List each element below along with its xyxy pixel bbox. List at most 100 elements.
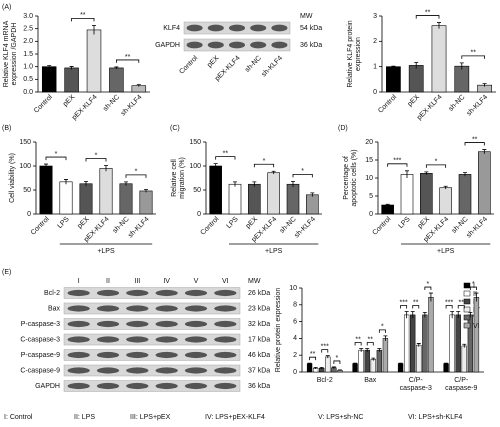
- blot-strip: [63, 380, 241, 392]
- blot-band: [126, 305, 149, 312]
- sig-bracket: [125, 174, 147, 178]
- bar: [64, 67, 79, 93]
- y-tick-label: 0.0: [23, 89, 33, 96]
- blot-band: [126, 320, 149, 328]
- y-tick-label: 150: [189, 139, 201, 146]
- y-tick-label: 100: [19, 163, 31, 170]
- bar: [39, 165, 53, 215]
- lane-label: VI: [222, 278, 229, 285]
- blot-band: [155, 351, 178, 359]
- sig-label: **: [472, 136, 478, 143]
- sig-label: **: [368, 336, 374, 343]
- sig-bracket: [457, 305, 465, 309]
- error-bar: [422, 311, 427, 318]
- sig-label: **: [459, 299, 465, 306]
- y-tick-label: 2: [373, 38, 377, 45]
- blot-strip: [63, 287, 241, 299]
- blot-band: [186, 41, 203, 49]
- sig-bracket: [116, 59, 140, 63]
- error-bar: [331, 366, 336, 369]
- lane-label: sh-KLF4: [260, 55, 284, 79]
- y-tick-label: 150: [19, 139, 31, 146]
- sig-bracket: [425, 164, 447, 168]
- blot-band: [67, 320, 90, 328]
- y-tick-label: 0: [197, 211, 201, 218]
- sig-label: **: [125, 54, 131, 61]
- axis-line: [377, 142, 494, 215]
- legend-swatch: [463, 282, 471, 289]
- y-axis-label: expression: [355, 37, 362, 71]
- band-mw: 46 kDa: [248, 352, 270, 359]
- bar: [41, 66, 57, 93]
- band-protein: C-caspase-3: [20, 336, 60, 343]
- sig-label: **: [470, 50, 476, 57]
- sig-label: *: [95, 152, 98, 159]
- bar: [358, 349, 364, 373]
- error-bar: [64, 179, 68, 185]
- mw-header: MW: [248, 278, 261, 285]
- bar: [420, 173, 433, 215]
- bar: [403, 314, 410, 373]
- blot-band: [214, 320, 237, 328]
- bar: [306, 194, 319, 215]
- error-bar: [463, 172, 467, 177]
- blot-band: [155, 320, 178, 328]
- legend-swatch: [463, 298, 471, 305]
- blot-strip: [63, 318, 241, 330]
- blot-band: [96, 289, 120, 297]
- sig-bracket: [378, 329, 386, 333]
- blot-band: [155, 382, 178, 390]
- band-mw: 36 kDa: [248, 383, 270, 390]
- bar: [86, 29, 102, 93]
- error-bar: [444, 362, 449, 365]
- band-protein: P-caspase-3: [21, 321, 60, 328]
- y-axis-label: Relative KLF4 mRNA: [3, 20, 10, 87]
- error-bar: [391, 65, 396, 68]
- blot-band: [250, 24, 267, 32]
- panel-label: (B): [2, 125, 11, 132]
- blot-band: [155, 305, 178, 312]
- error-bar: [404, 311, 409, 319]
- blot-strip: [63, 333, 241, 346]
- bar: [410, 314, 416, 373]
- band-protein: C-caspase-9: [20, 367, 60, 374]
- bar: [352, 363, 358, 373]
- blot-strip: [63, 302, 241, 315]
- blot-band: [207, 24, 224, 32]
- panel-label: (A): [2, 4, 11, 11]
- blot-band: [96, 305, 120, 312]
- bar: [458, 174, 472, 215]
- x-tick-label: Bax: [364, 377, 377, 384]
- error-bar: [459, 62, 464, 70]
- bar: [478, 151, 491, 215]
- blot-band: [67, 367, 90, 374]
- x-tick-label: pEX: [76, 216, 91, 231]
- error-bar: [124, 181, 128, 186]
- error-bar: [337, 369, 342, 371]
- lane-label: I: [78, 278, 80, 285]
- y-tick-label: 0: [369, 211, 373, 218]
- sig-label: *: [435, 159, 438, 166]
- sig-bracket: [333, 360, 341, 364]
- blot-band: [126, 336, 149, 343]
- blot-band: [207, 41, 224, 49]
- bar: [473, 296, 480, 373]
- error-bar: [443, 185, 448, 190]
- blot-band: [184, 336, 208, 343]
- error-bar: [69, 66, 74, 70]
- y-tick-label: 10: [289, 285, 297, 292]
- blot-band: [67, 336, 90, 343]
- blot-band: [271, 41, 288, 49]
- lane-label: III: [134, 278, 140, 285]
- lane-label: pEX: [206, 55, 221, 70]
- y-tick-label: 10: [365, 175, 373, 182]
- x-tick-label: caspase-9: [445, 385, 477, 392]
- y-axis-label: Relative KLF4 protein: [347, 20, 354, 87]
- bar: [59, 181, 73, 215]
- sig-bracket: [292, 173, 313, 178]
- y-tick-label: 4: [293, 335, 297, 342]
- y-tick-label: 8: [293, 302, 297, 309]
- blot-band: [126, 367, 149, 374]
- bar: [454, 65, 470, 93]
- bar: [381, 204, 394, 215]
